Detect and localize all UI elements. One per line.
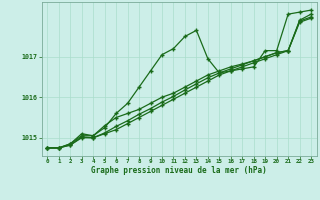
X-axis label: Graphe pression niveau de la mer (hPa): Graphe pression niveau de la mer (hPa) (91, 166, 267, 175)
